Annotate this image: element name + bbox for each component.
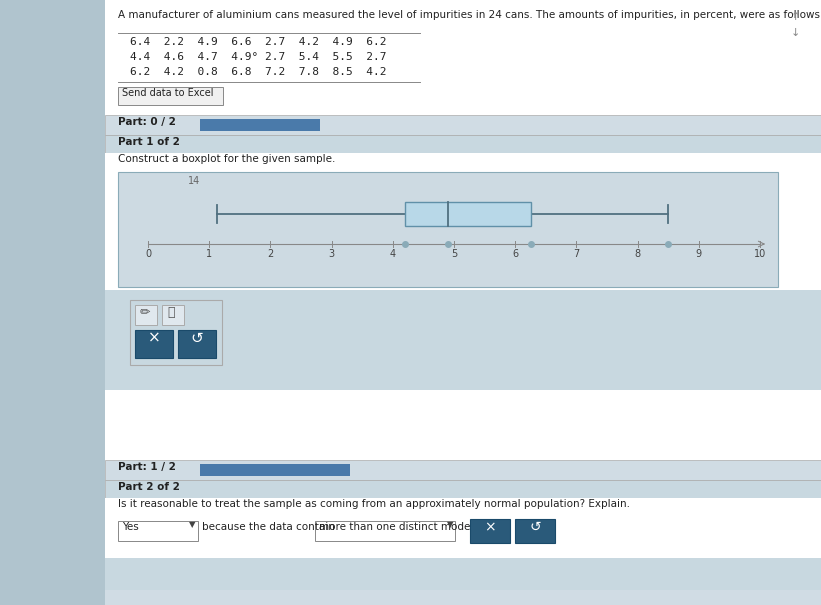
Bar [515, 519, 555, 543]
Text: 10: 10 [754, 249, 766, 259]
Text: ✏: ✏ [140, 306, 150, 319]
Text: Construct a boxplot for the given sample.: Construct a boxplot for the given sample… [118, 154, 335, 164]
Bar [105, 590, 821, 605]
Text: Part: 1 / 2: Part: 1 / 2 [118, 462, 176, 472]
Text: Part 1 of 2: Part 1 of 2 [118, 137, 180, 147]
Bar [105, 135, 821, 153]
Text: Send data to Excel: Send data to Excel [122, 88, 213, 98]
Bar [130, 300, 222, 365]
Bar [105, 498, 821, 516]
Text: 2: 2 [268, 249, 273, 259]
Text: 6.2  4.2  0.8  6.8  7.2  7.8  8.5  4.2: 6.2 4.2 0.8 6.8 7.2 7.8 8.5 4.2 [130, 67, 387, 77]
Text: 4.4  4.6  4.7  4.9° 2.7  5.4  5.5  2.7: 4.4 4.6 4.7 4.9° 2.7 5.4 5.5 2.7 [130, 52, 387, 62]
Text: ↺: ↺ [530, 520, 541, 534]
Text: Part 2 of 2: Part 2 of 2 [118, 482, 180, 492]
Text: Part: 0 / 2: Part: 0 / 2 [118, 117, 176, 127]
Text: ⎚: ⎚ [167, 306, 175, 319]
Text: 1: 1 [206, 249, 213, 259]
Bar [105, 153, 821, 169]
Bar [118, 87, 223, 105]
Text: ×: × [484, 520, 496, 534]
Bar [118, 521, 198, 541]
Text: 14: 14 [188, 176, 200, 186]
Bar [135, 305, 157, 325]
Bar [178, 330, 216, 358]
Text: ×: × [148, 331, 160, 346]
Text: more than one distinct mode: more than one distinct mode [319, 522, 470, 532]
Text: 5: 5 [451, 249, 457, 259]
Text: ↓: ↓ [791, 28, 800, 38]
Bar [105, 290, 821, 390]
Bar [105, 558, 821, 605]
Text: ▼: ▼ [189, 520, 195, 529]
Text: 6.4  2.2  4.9  6.6  2.7  4.2  4.9  6.2: 6.4 2.2 4.9 6.6 2.7 4.2 4.9 6.2 [130, 37, 387, 47]
Bar [470, 519, 510, 543]
Text: 0: 0 [145, 249, 151, 259]
Bar [200, 464, 350, 476]
Text: 7: 7 [573, 249, 580, 259]
Bar [162, 305, 184, 325]
Bar [105, 516, 821, 558]
Bar [405, 202, 530, 226]
Bar [118, 172, 778, 287]
Bar [105, 480, 821, 498]
Text: 8: 8 [635, 249, 640, 259]
Text: 9: 9 [695, 249, 702, 259]
Text: ▼: ▼ [447, 520, 453, 529]
Text: A manufacturer of aluminium cans measured the level of impurities in 24 cans. Th: A manufacturer of aluminium cans measure… [118, 10, 821, 20]
Bar [105, 115, 821, 135]
Bar [135, 330, 173, 358]
Bar [105, 0, 821, 605]
Text: 4: 4 [390, 249, 396, 259]
Bar [200, 119, 320, 131]
Text: 6: 6 [512, 249, 518, 259]
Text: 3: 3 [328, 249, 335, 259]
Text: Yes: Yes [122, 522, 139, 532]
Text: because the data contain: because the data contain [202, 522, 335, 532]
Text: ↑: ↑ [791, 12, 800, 22]
Text: Is it reasonable to treat the sample as coming from an approximately normal popu: Is it reasonable to treat the sample as … [118, 499, 630, 509]
Bar [105, 460, 821, 480]
Bar [315, 521, 455, 541]
Text: ↺: ↺ [190, 331, 204, 346]
